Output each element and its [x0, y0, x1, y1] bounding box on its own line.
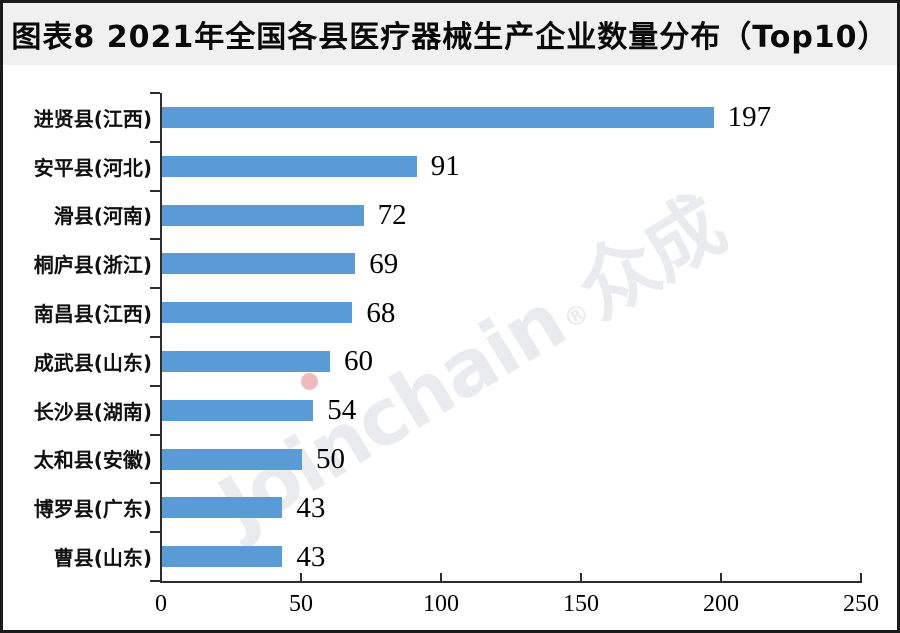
x-tick-label: 150 [563, 591, 599, 617]
category-label: 进贤县(江西) [33, 106, 152, 131]
value-label: 60 [344, 345, 373, 378]
category-label: 曹县(山东) [53, 546, 152, 571]
chart-title: 图表8 2021年全国各县医疗器械生产企业数量分布（Top10） [11, 20, 889, 55]
x-tick [440, 573, 442, 581]
y-tick [150, 287, 160, 290]
plot-area: 0 50 100 150 200 250 进贤县(江西) 197 安平县(河北) 91 滑县(河南)… [3, 3, 897, 630]
y-tick [150, 433, 160, 436]
value-label: 54 [327, 394, 357, 427]
category-label: 博罗县(广东) [33, 497, 152, 522]
bar [162, 155, 417, 177]
x-tick [580, 573, 582, 581]
category-label: 成武县(山东) [33, 350, 152, 375]
x-tick-label: 100 [423, 591, 459, 617]
y-tick [150, 238, 160, 241]
value-label: 50 [316, 443, 345, 475]
bar [162, 448, 302, 470]
value-label: 72 [377, 199, 407, 231]
bar [162, 497, 283, 519]
x-tick [720, 573, 722, 581]
bar [162, 399, 314, 421]
category-label: 桐庐县(浙江) [33, 253, 152, 278]
x-tick-label: 50 [289, 591, 313, 617]
bar [162, 204, 364, 226]
y-tick [150, 336, 160, 338]
y-axis [160, 93, 162, 583]
x-tick [860, 573, 862, 581]
y-tick [150, 92, 160, 94]
category-label: 长沙县(湖南) [33, 399, 152, 424]
value-label: 43 [296, 491, 326, 524]
x-tick-label: 0 [155, 591, 167, 617]
category-label: 安平县(河北) [33, 155, 152, 180]
bar [162, 350, 330, 372]
title-band: 图表8 2021年全国各县医疗器械生产企业数量分布（Top10） [3, 3, 897, 65]
bar [162, 546, 283, 568]
value-label: 197 [727, 101, 772, 134]
value-label: 43 [296, 540, 326, 573]
category-label: 太和县(安徽) [33, 448, 152, 473]
x-tick [300, 573, 302, 581]
category-label: 南昌县(江西) [33, 302, 152, 327]
y-tick [150, 384, 160, 387]
x-tick-label: 250 [843, 591, 879, 617]
y-tick [150, 189, 160, 192]
bar [162, 253, 356, 275]
category-label: 滑县(河南) [53, 204, 152, 229]
y-tick [150, 140, 160, 143]
value-label: 69 [369, 247, 399, 280]
y-tick [150, 482, 160, 485]
y-tick [150, 580, 160, 582]
x-tick-label: 200 [703, 591, 739, 617]
watermark-i-dot-icon [301, 373, 318, 390]
bar [162, 302, 353, 324]
bar [162, 106, 714, 128]
value-label: 91 [430, 150, 460, 183]
value-label: 68 [366, 296, 396, 329]
y-tick [150, 531, 160, 534]
x-axis [160, 581, 862, 583]
